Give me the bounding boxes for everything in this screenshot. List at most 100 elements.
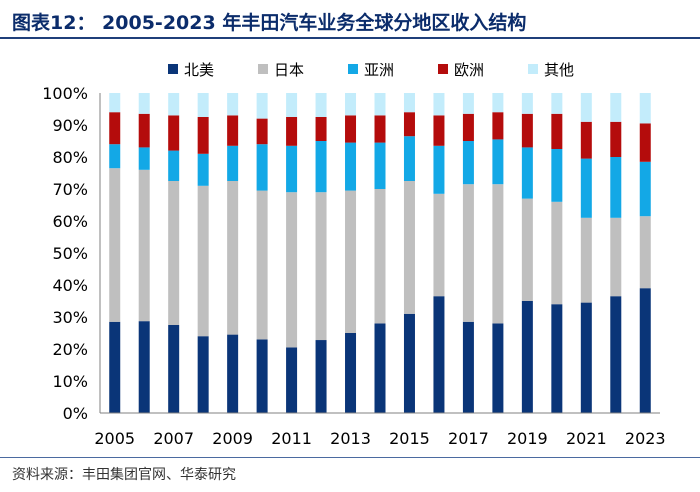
bar-segment-2012-3 — [315, 117, 327, 141]
bar-segment-2010-1 — [256, 190, 268, 340]
bar-segment-2023-2 — [639, 161, 651, 217]
x-tick-label: 2023 — [625, 429, 666, 448]
bar-segment-2013-2 — [345, 142, 357, 191]
legend-swatch-2 — [348, 64, 358, 74]
legend-swatch-0 — [168, 64, 178, 74]
bar-segment-2006-3 — [138, 113, 150, 148]
bar-segment-2009-3 — [227, 115, 239, 146]
bar-segment-2021-4 — [580, 93, 592, 122]
bar-segment-2015-3 — [403, 112, 415, 137]
legend-label-0: 北美 — [184, 61, 214, 79]
x-tick-label: 2019 — [507, 429, 548, 448]
legend-label-2: 亚洲 — [364, 61, 394, 79]
bars — [109, 93, 651, 413]
bar-segment-2009-1 — [227, 181, 239, 335]
bar-segment-2021-2 — [580, 158, 592, 218]
bar-segment-2007-3 — [168, 115, 180, 151]
bar-segment-2018-0 — [492, 323, 504, 413]
bar-segment-2018-1 — [492, 184, 504, 324]
bar-segment-2014-2 — [374, 142, 386, 189]
bar-segment-2018-2 — [492, 139, 504, 185]
bar-segment-2018-3 — [492, 112, 504, 140]
bar-segment-2013-0 — [345, 333, 357, 413]
bar-segment-2014-1 — [374, 189, 386, 324]
bar-segment-2017-4 — [462, 93, 474, 114]
bar-segment-2011-4 — [286, 93, 298, 117]
bar-segment-2020-3 — [551, 113, 563, 149]
bar-segment-2005-4 — [109, 93, 121, 113]
y-tick-label: 70% — [52, 180, 88, 199]
x-tick-label: 2015 — [389, 429, 430, 448]
bar-segment-2021-1 — [580, 217, 592, 303]
x-tick-label: 2013 — [330, 429, 371, 448]
x-tick-label: 2011 — [271, 429, 312, 448]
bar-segment-2006-0 — [138, 321, 150, 413]
legend-swatch-3 — [438, 64, 448, 74]
x-tick-label: 2017 — [448, 429, 489, 448]
bar-segment-2023-0 — [639, 288, 651, 413]
bar-segment-2012-2 — [315, 141, 327, 193]
bar-segment-2012-0 — [315, 340, 327, 413]
bar-segment-2016-1 — [433, 193, 445, 297]
bar-segment-2006-1 — [138, 169, 150, 322]
bar-segment-2018-4 — [492, 93, 504, 113]
y-tick-label: 100% — [42, 84, 88, 103]
bar-segment-2013-1 — [345, 190, 357, 333]
bar-segment-2019-4 — [521, 93, 533, 114]
legend-label-4: 其他 — [544, 61, 574, 79]
bar-segment-2006-4 — [138, 93, 150, 114]
bar-segment-2019-2 — [521, 147, 533, 199]
bar-segment-2008-3 — [197, 117, 209, 154]
bar-segment-2016-4 — [433, 93, 445, 116]
bar-segment-2022-3 — [610, 121, 622, 157]
bar-segment-2023-1 — [639, 216, 651, 289]
bar-segment-2011-3 — [286, 117, 298, 146]
bar-segment-2015-4 — [403, 93, 415, 113]
bar-segment-2008-1 — [197, 185, 209, 337]
bar-segment-2021-3 — [580, 121, 592, 159]
chart-title: 图表12： 2005-2023 年丰田汽车业务全球分地区收入结构 — [12, 12, 527, 34]
bar-segment-2010-4 — [256, 93, 268, 119]
y-tick-label: 50% — [52, 244, 88, 263]
bar-segment-2011-2 — [286, 145, 298, 193]
x-tick-label: 2007 — [153, 429, 194, 448]
bar-segment-2022-4 — [610, 93, 622, 122]
bar-segment-2020-0 — [551, 304, 563, 413]
x-tick-label: 2009 — [212, 429, 253, 448]
bar-segment-2005-1 — [109, 168, 121, 322]
bar-segment-2010-0 — [256, 339, 268, 413]
bar-segment-2009-2 — [227, 145, 239, 181]
bar-segment-2005-0 — [109, 321, 121, 413]
bar-segment-2006-2 — [138, 147, 150, 170]
y-tick-label: 40% — [52, 276, 88, 295]
y-tick-label: 90% — [52, 116, 88, 135]
bar-segment-2023-3 — [639, 123, 651, 162]
y-tick-label: 10% — [52, 372, 88, 391]
legend: 北美 日本 亚洲 欧洲 其他 — [168, 61, 574, 79]
x-tick-label: 2021 — [566, 429, 607, 448]
bar-segment-2016-2 — [433, 145, 445, 194]
legend-label-1: 日本 — [274, 61, 304, 79]
bar-segment-2017-0 — [462, 321, 474, 413]
y-axis: 0% 10% 20% 30% 40% 50% 60% 70% 80% 90% 100% — [42, 84, 101, 423]
bar-segment-2007-0 — [168, 325, 180, 413]
bar-segment-2012-4 — [315, 93, 327, 117]
bar-segment-2010-3 — [256, 118, 268, 145]
bar-segment-2015-2 — [403, 136, 415, 181]
legend-swatch-1 — [258, 64, 268, 74]
x-axis: 2005 2007 2009 2011 2013 2015 2017 2019 2021 2023 — [94, 412, 666, 448]
bar-segment-2017-1 — [462, 184, 474, 322]
bar-segment-2013-4 — [345, 93, 357, 116]
bar-segment-2015-1 — [403, 181, 415, 314]
bar-segment-2010-2 — [256, 144, 268, 191]
bar-segment-2011-0 — [286, 347, 298, 413]
bar-segment-2007-2 — [168, 150, 180, 181]
footer-divider — [0, 457, 700, 458]
stacked-bar-chart: 北美 日本 亚洲 欧洲 其他 0% 10% 20% 30% 40% 50% 60% 70% 80% 90%… — [42, 61, 666, 448]
bar-segment-2019-3 — [521, 113, 533, 148]
legend-swatch-4 — [528, 64, 538, 74]
source-note: 资料来源：丰田集团官网、华泰研究 — [12, 467, 236, 483]
bar-segment-2013-3 — [345, 115, 357, 143]
bar-segment-2021-0 — [580, 302, 592, 413]
y-tick-label: 20% — [52, 340, 88, 359]
